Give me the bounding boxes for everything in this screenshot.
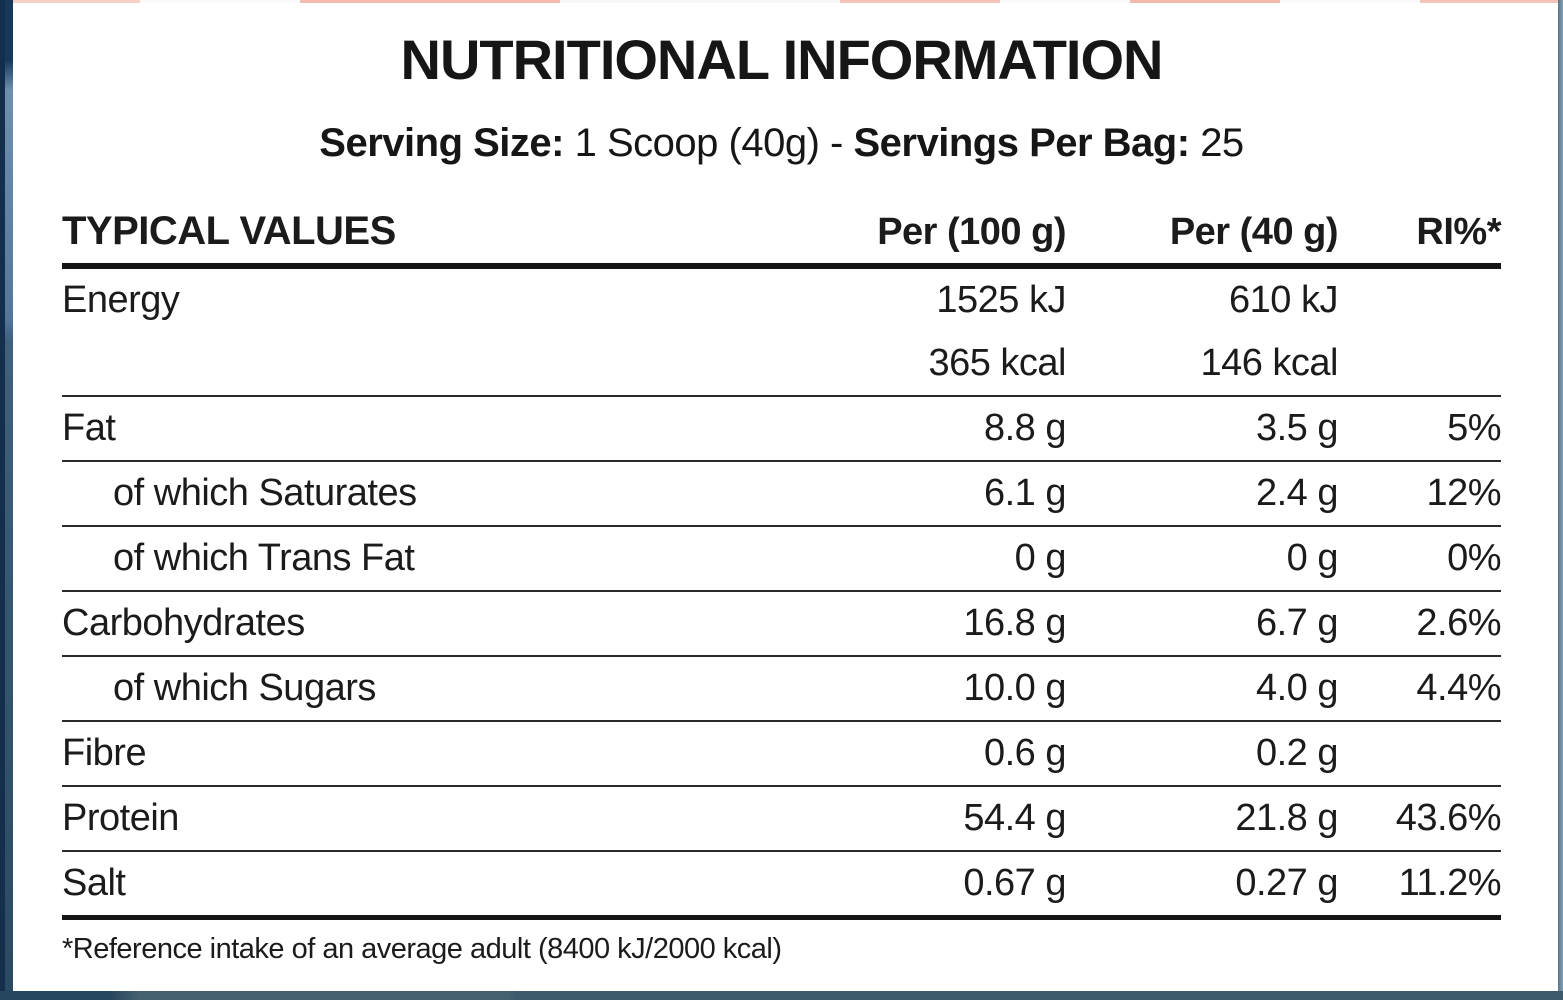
ri-value: 12% [1426, 472, 1501, 514]
per100-value: 54.4 g [963, 797, 1066, 839]
ri-value: 2.6% [1416, 602, 1501, 644]
table-row-salt: Salt 0.67 g 0.27 g 11.2% [62, 852, 1502, 920]
ri-value: 5% [1447, 407, 1501, 449]
nutrition-label-panel: NUTRITIONAL INFORMATION Serving Size: 1 … [13, 3, 1558, 991]
serving-size-label: Serving Size: [319, 121, 564, 165]
table-row-fibre: Fibre 0.6 g 0.2 g [62, 722, 1501, 787]
per100-value: 16.8 g [963, 602, 1066, 644]
per100-value: 6.1 g [983, 472, 1067, 514]
header-per-100g: Per (100 g) [877, 211, 1066, 253]
table-row-fat: Fat 8.8 g 3.5 g 5% [62, 397, 1502, 462]
nutrient-label: Protein [62, 797, 179, 839]
header-per-40g: Per (40 g) [1169, 211, 1339, 253]
nutrient-label: Fat [62, 407, 116, 449]
per100-value: 0.6 g [983, 732, 1067, 774]
bottom-border [0, 991, 1563, 1000]
serving-separator: - [830, 121, 843, 165]
serving-info: Serving Size: 1 Scoop (40g) - Servings P… [62, 119, 1501, 167]
header-typical-values: TYPICAL VALUES [62, 209, 396, 253]
nutrient-label: of which Sugars [113, 667, 376, 709]
table-row-energy-kcal: 365 kcal 146 kcal [62, 332, 1501, 397]
nutrient-label: Salt [62, 862, 126, 904]
right-border [1558, 0, 1563, 1000]
per40-value: 146 kcal [1200, 342, 1338, 384]
ri-value: 0% [1447, 537, 1501, 579]
per100-value: 365 kcal [928, 342, 1066, 384]
per40-value: 2.4 g [1255, 472, 1339, 514]
per40-value: 0.27 g [1235, 862, 1338, 904]
top-accent-strip [0, 0, 1563, 3]
servings-per-bag-value: 25 [1200, 121, 1244, 165]
table-row-carbohydrates: Carbohydrates 16.8 g 6.7 g 2.6% [62, 592, 1502, 657]
page-title: NUTRITIONAL INFORMATION [400, 28, 1164, 91]
nutrient-label: of which Saturates [113, 472, 417, 514]
per40-value: 3.5 g [1255, 407, 1339, 449]
serving-size-value: 1 Scoop (40g) [574, 121, 820, 165]
per40-value: 610 kJ [1229, 279, 1338, 321]
header-ri-percent: RI%* [1416, 211, 1501, 253]
nutrient-label: Fibre [62, 732, 147, 774]
per100-value: 10.0 g [963, 667, 1066, 709]
ri-value: 11.2% [1398, 862, 1502, 904]
table-row-protein: Protein 54.4 g 21.8 g 43.6% [62, 787, 1502, 852]
per40-value: 0.2 g [1255, 732, 1339, 774]
per100-value: 1525 kJ [936, 279, 1066, 321]
per100-value: 0 g [1014, 537, 1067, 579]
table-row-saturates: of which Saturates 6.1 g 2.4 g 12% [62, 462, 1502, 527]
nutrient-label: Carbohydrates [62, 602, 305, 644]
per40-value: 21.8 g [1235, 797, 1338, 839]
nutrient-label: Energy [62, 279, 180, 321]
table-header-row: TYPICAL VALUES Per (100 g) Per (40 g) RI… [62, 209, 1502, 269]
servings-per-bag-label: Servings Per Bag: [853, 121, 1190, 165]
reference-intake-footnote: *Reference intake of an average adult (8… [62, 933, 782, 965]
table-row-sugars: of which Sugars 10.0 g 4.0 g 4.4% [62, 657, 1502, 722]
per40-value: 6.7 g [1255, 602, 1339, 644]
table-row-energy-kj: Energy 1525 kJ 610 kJ [62, 269, 1501, 332]
table-row-trans-fat: of which Trans Fat 0 g 0 g 0% [62, 527, 1502, 592]
left-border [0, 0, 13, 1000]
per100-value: 8.8 g [983, 407, 1067, 449]
ri-value: 43.6% [1395, 797, 1502, 839]
per40-value: 0 g [1286, 537, 1339, 579]
per100-value: 0.67 g [963, 862, 1066, 904]
nutrition-table: TYPICAL VALUES Per (100 g) Per (40 g) RI… [62, 209, 1502, 920]
left-border-shade [5, 0, 13, 1000]
per40-value: 4.0 g [1255, 667, 1339, 709]
ri-value: 4.4% [1416, 667, 1501, 709]
nutrient-label: of which Trans Fat [113, 537, 415, 579]
